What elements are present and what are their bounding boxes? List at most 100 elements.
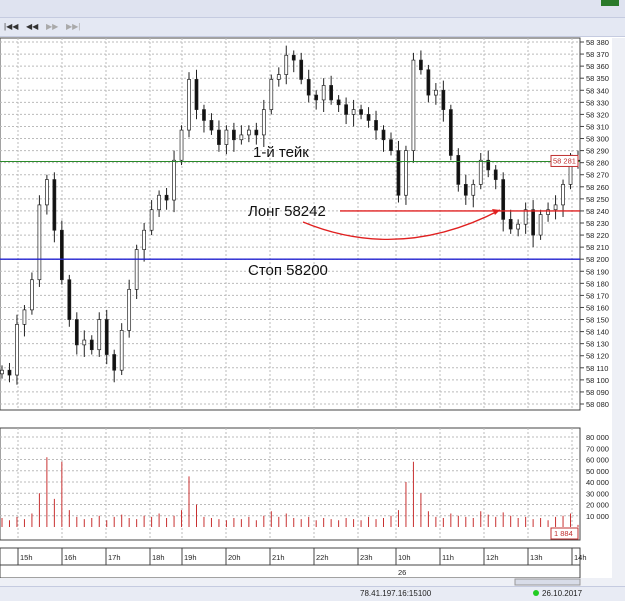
first-icon[interactable]: |◀◀ [4,22,19,31]
long-arrow-curve [302,209,501,240]
y-tick-label: 58 330 [586,98,609,107]
y-tick-label: 58 190 [586,267,609,276]
candle [501,179,506,220]
candle [149,209,154,231]
candle [434,89,438,96]
y-tick-label: 58 220 [586,231,609,240]
candle [261,109,266,136]
candle [314,94,319,101]
y-tick-label: 58 320 [586,110,609,119]
y-tick-label: 58 140 [586,328,609,337]
y-tick-label: 58 310 [586,122,609,131]
volume-tick-label: 80 000 [586,433,609,442]
candle [142,229,146,250]
current-volume-label: 1 884 [554,529,573,538]
candle [396,150,401,196]
x-tick-label: 16h [64,553,77,562]
candle [22,309,27,325]
candle [202,109,206,121]
candle [209,120,214,131]
candle [269,79,274,110]
candle [419,59,423,71]
x-tick-label: 18h [152,553,165,562]
signal-indicator [601,0,619,6]
price-chart[interactable]: 58 380 58 370 58 360 58 350 58 340 58 330 58 3… [0,0,625,586]
candle [247,129,251,136]
candle [52,179,57,231]
volume-tick-label: 40 000 [586,478,609,487]
candle [119,330,124,371]
date-text: 26.10.2017 [542,589,583,598]
y-tick-label: 58 230 [586,219,609,228]
x-tick-label: 23h [360,553,373,562]
candle [7,369,12,376]
candle [441,89,446,110]
candle [299,59,304,80]
price-panel [0,37,581,411]
scrollbar-track[interactable] [0,578,625,586]
candle [336,99,341,106]
long-label: Лонг 58242 [248,203,326,220]
last-icon[interactable]: ▶▶| [66,22,81,31]
candle [516,223,521,230]
x-tick-label: 21h [272,553,285,562]
next-icon[interactable]: ▶▶ [46,22,59,31]
candle [351,109,356,115]
y-tick-label: 58 120 [586,352,609,361]
candle [97,319,102,351]
candle [553,204,558,211]
y-tick-label: 58 350 [586,74,609,83]
y-tick-label: 58 110 [586,364,608,373]
candle [508,219,513,230]
candle [366,114,371,121]
candle [561,184,565,206]
candle [381,129,386,141]
y-tick-label: 58 150 [586,316,609,325]
x-tick-label: 20h [228,553,241,562]
y-tick-label: 58 200 [586,255,609,264]
candle [134,249,139,290]
candle [306,79,311,96]
candle [45,179,49,206]
x-tick-label: 11h [442,553,454,562]
prev-icon[interactable]: ◀◀ [26,22,39,31]
candle [224,129,229,145]
x-tick-label: 22h [316,553,329,562]
volume-tick-label: 30 000 [586,489,609,498]
volume-tick-label: 50 000 [586,467,609,476]
candle [389,139,393,151]
top-toolbar [0,0,625,18]
vertical-scrollbar[interactable] [612,38,625,586]
candle [493,169,498,180]
volume-tick-label: 70 000 [586,444,609,453]
x-tick-label: 19h [184,553,197,562]
candle [67,279,72,320]
candle [157,194,161,211]
candle [104,319,109,355]
candle [531,209,535,236]
connection-icon [533,590,539,596]
candle [344,104,348,115]
candle [112,354,117,371]
candle [486,159,491,171]
status-date: 26.10.2017 [533,589,582,598]
x-tick-label: 12h [486,553,499,562]
take-label: 1-й тейк [253,144,309,161]
navigation-bar: |◀◀ ◀◀ ▶▶ ▶▶| [0,18,625,37]
candle [217,129,221,145]
y-tick-label: 58 250 [586,195,609,204]
candle [172,159,176,201]
candle [448,109,453,156]
x-tick-label: 15h [20,553,33,562]
volume-panel [0,427,581,541]
candle [127,289,132,331]
volume-tick-label: 20 000 [586,501,609,510]
candle [15,324,19,376]
candle [37,204,42,281]
candle [426,69,431,96]
candle [321,85,326,101]
candle [82,339,87,346]
y-tick-label: 58 290 [586,147,609,156]
scrollbar-thumb[interactable] [514,578,581,586]
candle [471,184,476,196]
